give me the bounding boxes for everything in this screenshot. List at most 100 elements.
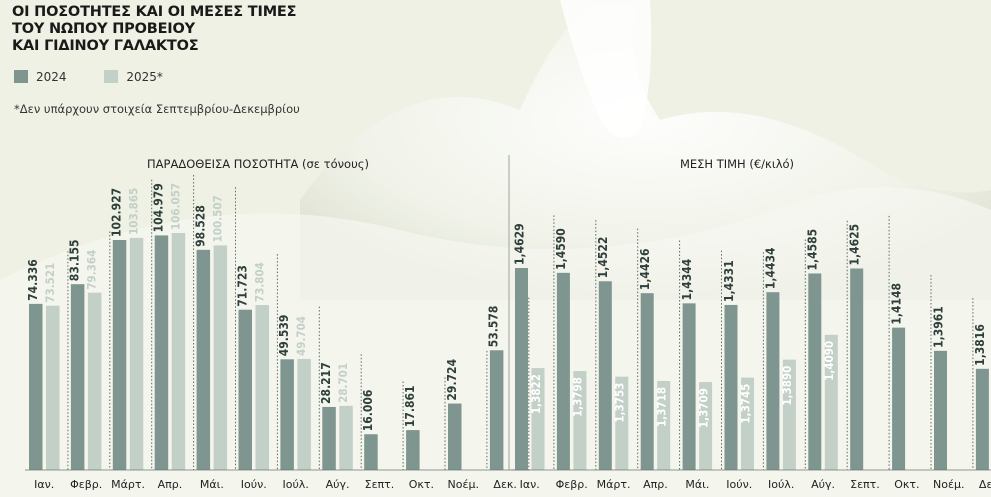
value-label-2024-quantity: 74.336 bbox=[26, 259, 40, 301]
bar-2025-quantity bbox=[46, 305, 60, 470]
value-label-2024-price: 1,4344 bbox=[680, 258, 694, 300]
bar-2024-quantity bbox=[489, 350, 504, 470]
bar-2024-price bbox=[934, 350, 947, 470]
value-label-2024-quantity: 104.979 bbox=[152, 183, 166, 232]
bar-2024-quantity bbox=[154, 235, 169, 470]
footnote: *Δεν υπάρχουν στοιχεία Σεπτεμβρίου-Δεκεμ… bbox=[14, 102, 300, 116]
category-label-quantity: Σεπτ. bbox=[365, 478, 395, 491]
bar-2024-price bbox=[682, 303, 696, 470]
bar-2024-quantity bbox=[280, 359, 294, 470]
category-label-price: Αύγ. bbox=[811, 478, 835, 491]
bar-2025-quantity bbox=[87, 292, 102, 470]
bar-2025-price bbox=[573, 371, 587, 470]
bar-2024-quantity bbox=[406, 430, 420, 470]
category-label-price: Μάρτ. bbox=[597, 478, 631, 491]
bar-2024-price bbox=[975, 368, 989, 470]
category-label-price: Απρ. bbox=[643, 478, 668, 491]
bar-2024-price bbox=[724, 304, 738, 470]
value-label-2024-quantity: 29.724 bbox=[445, 358, 459, 400]
value-label-2024-price: 1,4585 bbox=[806, 229, 820, 271]
value-label-2025-quantity: 49.704 bbox=[294, 316, 308, 356]
bar-2024-price bbox=[598, 281, 612, 470]
bar-2024-quantity bbox=[364, 434, 378, 470]
value-label-2024-price: 1,4590 bbox=[554, 228, 568, 270]
legend-swatch-2025 bbox=[104, 70, 119, 83]
category-label-price: Ιούλ. bbox=[768, 478, 794, 491]
category-label-quantity: Απρ. bbox=[158, 478, 183, 491]
bar-2024-quantity bbox=[112, 239, 127, 470]
bar-2025-quantity bbox=[213, 245, 228, 470]
category-label-quantity: Αύγ. bbox=[326, 478, 350, 491]
category-label-quantity: Μάι. bbox=[200, 478, 224, 491]
category-label-price: Ιούν. bbox=[726, 478, 752, 491]
legend-swatch-2024 bbox=[14, 70, 28, 83]
category-label-price: Φεβρ. bbox=[556, 478, 588, 491]
title-line-2: ΤΟΥ ΝΩΠΟΥ ΠΡΟΒΕΙΟΥ bbox=[12, 21, 195, 37]
bar-2024-quantity bbox=[70, 284, 85, 470]
legend-item-2024: 2024 bbox=[14, 70, 67, 84]
bar-2025-price bbox=[531, 368, 545, 470]
category-label-quantity: Μάρτ. bbox=[111, 478, 145, 491]
bar-2024-quantity bbox=[322, 406, 336, 470]
value-label-2024-price: 1,4625 bbox=[848, 224, 862, 266]
bar-2024-price bbox=[766, 292, 780, 470]
bar-2024-quantity bbox=[448, 403, 462, 470]
bar-2024-quantity bbox=[196, 249, 211, 470]
bar-2024-price bbox=[892, 327, 906, 470]
value-label-2025-price: 1,3709 bbox=[696, 388, 710, 428]
value-label-2024-quantity: 28.217 bbox=[319, 362, 333, 404]
value-label-2025-price: 1,4090 bbox=[822, 341, 836, 381]
bar-2024-quantity bbox=[238, 309, 252, 470]
value-label-2024-quantity: 71.723 bbox=[235, 265, 249, 307]
value-label-2024-quantity: 17.861 bbox=[403, 385, 417, 427]
category-label-quantity: Δεκ. bbox=[493, 478, 516, 491]
value-label-2025-quantity: 100.507 bbox=[210, 195, 224, 242]
value-label-2024-quantity: 102.927 bbox=[110, 188, 124, 237]
value-label-2024-quantity: 53.578 bbox=[487, 306, 501, 348]
category-label-price: Οκτ. bbox=[894, 478, 919, 491]
bar-2025-quantity bbox=[339, 405, 353, 470]
category-label-price: Δεκ. bbox=[979, 478, 991, 491]
value-label-2025-price: 1,3798 bbox=[571, 377, 585, 417]
value-label-2024-price: 1,4434 bbox=[764, 247, 778, 289]
value-label-2025-quantity: 73.804 bbox=[252, 262, 266, 302]
bar-2025-price bbox=[741, 377, 754, 470]
value-label-2024-price: 1,4331 bbox=[722, 260, 736, 302]
bar-2024-price bbox=[850, 268, 864, 470]
bar-2024-quantity bbox=[29, 303, 43, 470]
value-label-2025-price: 1,3890 bbox=[780, 366, 794, 406]
bar-2025-quantity bbox=[171, 233, 186, 470]
legend: 2024 2025* bbox=[14, 70, 197, 84]
bar-2024-price bbox=[640, 293, 654, 470]
bar-2024-price bbox=[556, 272, 570, 470]
legend-label-2025: 2025* bbox=[126, 70, 163, 84]
title-line-1: ΟΙ ΠΟΣΟΤΗΤΕΣ ΚΑΙ ΟΙ ΜΕΣΕΣ ΤΙΜΕΣ bbox=[12, 4, 297, 20]
panel-title-quantity: ΠΑΡΑΔΟΘΕΙΣΑ ΠΟΣΟΤΗΤΑ (σε τόνους) bbox=[147, 157, 369, 171]
value-label-2024-quantity: 98.528 bbox=[193, 205, 207, 247]
bar-2024-price bbox=[808, 273, 822, 470]
category-label-quantity: Ιαν. bbox=[34, 478, 54, 491]
value-label-2024-quantity: 49.539 bbox=[277, 315, 291, 357]
value-label-2024-price: 1,4629 bbox=[512, 223, 526, 265]
category-label-quantity: Νοέμ. bbox=[448, 478, 479, 491]
category-label-price: Νοέμ. bbox=[933, 478, 964, 491]
category-label-price: Σεπτ. bbox=[850, 478, 880, 491]
category-label-quantity: Οκτ. bbox=[409, 478, 434, 491]
category-label-quantity: Φεβρ. bbox=[70, 478, 102, 491]
bar-2025-quantity bbox=[129, 237, 144, 470]
title-line-3: ΚΑΙ ΓΙΔΙΝΟΥ ΓΑΛΑΚΤΟΣ bbox=[12, 38, 199, 54]
bar-2025-quantity bbox=[255, 305, 269, 470]
bar-2025-price bbox=[615, 376, 629, 470]
category-label-quantity: Ιούλ. bbox=[282, 478, 308, 491]
value-label-2024-price: 1,4522 bbox=[596, 237, 610, 279]
bar-2025-price bbox=[824, 334, 838, 470]
value-label-2025-price: 1,3822 bbox=[529, 374, 543, 414]
category-label-price: Μάι. bbox=[685, 478, 709, 491]
legend-item-2025: 2025* bbox=[104, 70, 163, 84]
value-label-2025-price: 1,3745 bbox=[738, 384, 752, 424]
bar-2025-price bbox=[699, 382, 713, 470]
bar-2025-quantity bbox=[297, 358, 311, 470]
value-label-2024-price: 1,3961 bbox=[931, 306, 945, 348]
value-label-2025-quantity: 103.865 bbox=[127, 188, 141, 235]
